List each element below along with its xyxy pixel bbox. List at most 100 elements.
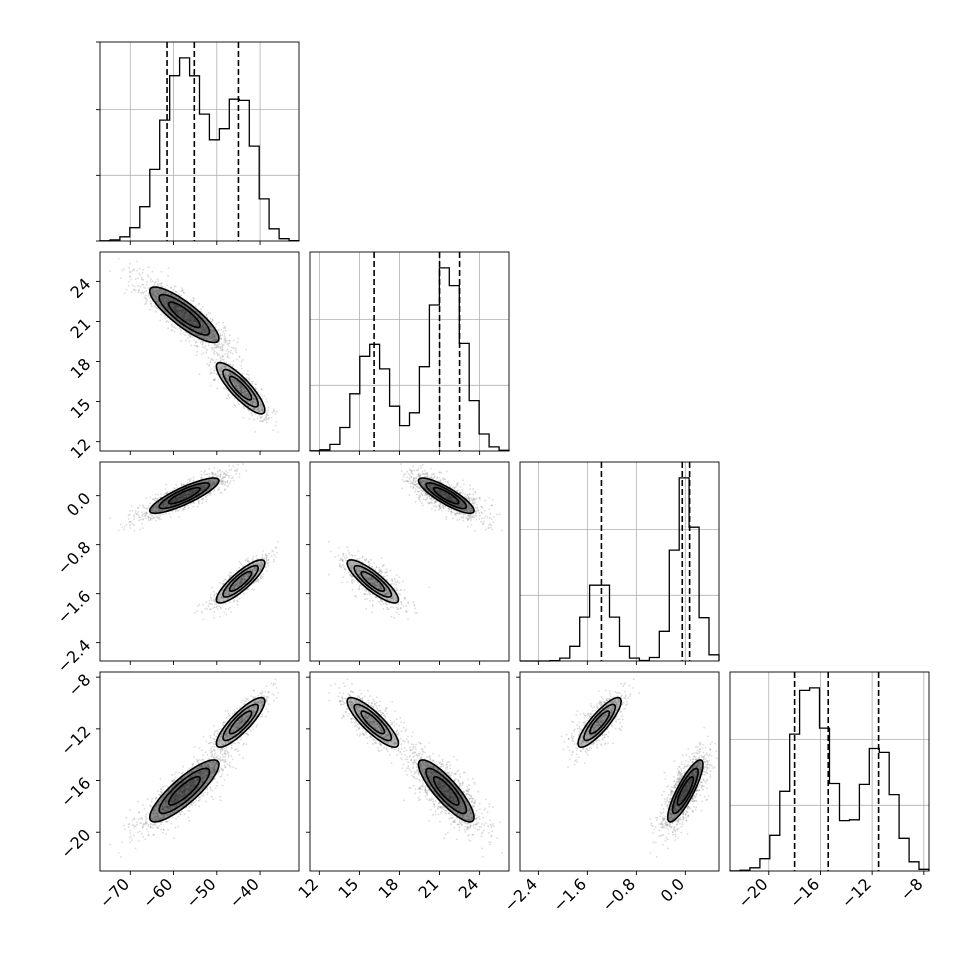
sample-point	[243, 577, 246, 580]
sample-point	[213, 365, 216, 368]
sample-point	[213, 361, 216, 364]
sample-point	[170, 500, 173, 503]
sample-point	[174, 311, 177, 314]
sample-point	[129, 524, 131, 527]
sample-point	[259, 568, 262, 571]
sample-point	[181, 493, 183, 496]
sample-point	[199, 341, 202, 344]
sample-point	[117, 257, 120, 260]
sample-point	[405, 605, 408, 608]
sample-point	[240, 384, 243, 387]
sample-point	[240, 385, 243, 387]
sample-point	[241, 391, 244, 394]
sample-point	[244, 579, 246, 582]
sample-point	[193, 319, 196, 322]
sample-point	[202, 486, 204, 488]
sample-point	[173, 309, 176, 312]
sample-point	[165, 302, 168, 305]
sample-point	[213, 493, 216, 496]
sample-point	[224, 480, 227, 483]
sample-point	[247, 587, 249, 590]
sample-point	[240, 577, 243, 580]
sample-point	[179, 496, 182, 499]
sample-point	[190, 322, 193, 325]
sample-point	[228, 374, 230, 377]
sample-point	[178, 305, 181, 308]
sample-point	[471, 501, 474, 503]
sample-point	[224, 602, 227, 605]
scatter-cloud	[109, 257, 279, 433]
sample-point	[248, 409, 251, 412]
sample-point	[213, 351, 215, 354]
sample-point	[200, 340, 203, 343]
sample-point	[185, 339, 187, 342]
sample-point	[213, 335, 216, 338]
panel-2-0: −2.4−1.6−0.80.0	[53, 461, 300, 676]
sample-point	[238, 383, 241, 385]
sample-point	[262, 573, 264, 576]
sample-point	[194, 323, 197, 326]
sample-point	[207, 479, 210, 481]
sample-point	[192, 492, 195, 495]
sample-point	[211, 472, 214, 474]
sample-point	[167, 327, 170, 330]
sample-point	[230, 346, 233, 349]
sample-point	[220, 480, 223, 483]
sample-point	[182, 494, 185, 497]
sample-point	[192, 318, 195, 321]
sample-point	[177, 498, 179, 501]
sample-point	[171, 500, 174, 502]
sample-point	[188, 340, 191, 342]
sample-point	[264, 553, 267, 555]
sample-point	[176, 495, 179, 498]
sample-point	[154, 290, 157, 293]
sample-point	[239, 580, 242, 583]
sample-point	[181, 497, 184, 499]
sample-point	[204, 327, 207, 329]
sample-point	[150, 278, 152, 280]
sample-point	[372, 599, 374, 602]
sample-point	[156, 502, 159, 505]
sample-point	[420, 466, 423, 469]
sample-point	[239, 582, 242, 585]
sample-point	[216, 346, 218, 349]
sample-point	[459, 500, 462, 503]
sample-point	[174, 290, 177, 293]
sample-point	[192, 476, 195, 479]
sample-point	[227, 587, 230, 589]
sample-point	[241, 389, 244, 392]
sample-point	[225, 377, 228, 379]
sample-point	[168, 513, 171, 515]
sample-point	[213, 482, 216, 484]
sample-point	[261, 562, 263, 565]
sample-point	[233, 587, 236, 590]
sample-point	[206, 330, 209, 333]
sample-point	[216, 354, 219, 357]
sample-point	[222, 583, 224, 585]
sample-point	[158, 303, 161, 306]
sample-point	[176, 486, 179, 489]
sample-point	[365, 590, 368, 593]
sample-point	[220, 367, 223, 370]
sample-point	[219, 345, 222, 348]
sample-point	[413, 483, 415, 486]
sample-point	[212, 473, 215, 475]
sample-point	[204, 607, 207, 610]
sample-point	[232, 479, 235, 482]
sample-point	[187, 308, 190, 310]
sample-point	[392, 606, 395, 609]
sample-point	[236, 400, 239, 403]
sample-point	[180, 310, 183, 313]
sample-point	[164, 488, 167, 490]
sample-point	[146, 515, 149, 518]
sample-point	[221, 477, 224, 480]
sample-point	[218, 343, 221, 346]
sample-point	[483, 517, 486, 520]
sample-point	[450, 498, 452, 500]
sample-point	[215, 358, 218, 361]
sample-point	[238, 355, 241, 357]
sample-point	[146, 283, 148, 286]
sample-point	[450, 496, 452, 499]
sample-point	[152, 498, 155, 501]
sample-point	[221, 480, 224, 482]
